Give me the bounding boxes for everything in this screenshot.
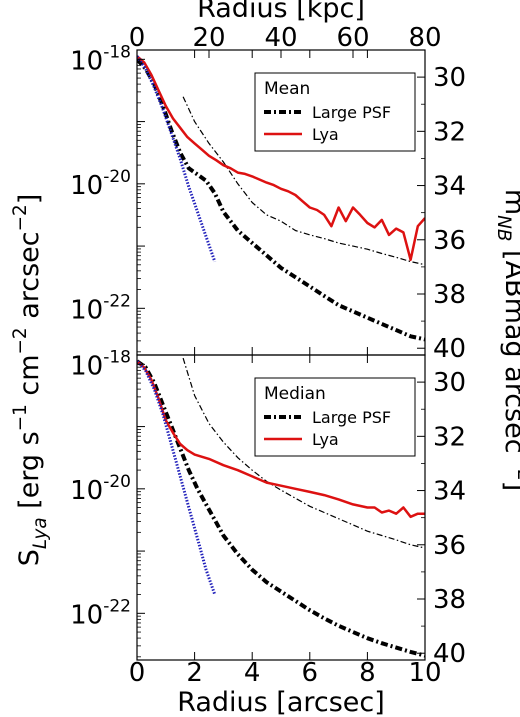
legend-title: Median <box>264 384 326 404</box>
series-line-large-psf <box>137 57 425 342</box>
label-fragment: m <box>499 189 520 215</box>
mag-tick-label: 38 <box>433 280 466 310</box>
mag-tick-label: 40 <box>433 639 466 669</box>
label-fragment: [erg s <box>14 431 45 517</box>
tick-base: 10 <box>70 600 103 630</box>
mag-tick-label: 34 <box>433 477 466 507</box>
mag-tick-label: 30 <box>433 368 466 398</box>
tick-exponent: -22 <box>103 291 131 311</box>
label-fragment: ] <box>14 194 45 205</box>
y-tick-label: 10-22 <box>70 596 131 630</box>
mag-tick-label: 38 <box>433 585 466 615</box>
legend-label: Large PSF <box>312 103 391 122</box>
series-line-dotted <box>137 55 217 263</box>
x-axis-title: Radius [arcsec] <box>177 687 385 717</box>
y-tick-label: 10-18 <box>70 347 131 381</box>
legend-title: Mean <box>264 79 310 99</box>
top-x-tick-label: 0 <box>129 23 146 53</box>
legend-label: Lya <box>312 125 339 144</box>
top-x-tick-label: 20 <box>192 23 225 53</box>
legend-label: Lya <box>312 430 339 449</box>
series-line-lya <box>137 360 425 519</box>
x-tick-label: 6 <box>302 658 319 688</box>
y-axis-right-title: mNB [ABmag arcsec−2] <box>493 189 520 491</box>
x-tick-label: 0 <box>129 658 146 688</box>
y-tick-label: 10-22 <box>70 291 131 325</box>
label-fragment: −1 <box>10 404 31 431</box>
label-fragment: −2 <box>10 204 31 231</box>
tick-base: 10 <box>70 351 103 381</box>
tick-base: 10 <box>70 46 103 76</box>
tick-exponent: -18 <box>103 347 131 367</box>
tick-exponent: -20 <box>103 167 131 187</box>
series-line-dashdot-thin <box>182 357 425 549</box>
tick-base: 10 <box>70 171 103 201</box>
mag-tick-label: 32 <box>433 422 466 452</box>
legend-label: Large PSF <box>312 408 391 427</box>
label-fragment: Lya <box>30 517 51 549</box>
series-line-lya <box>137 55 425 262</box>
series-line-dotted <box>137 360 217 596</box>
tick-exponent: -18 <box>103 42 131 62</box>
x-tick-label: 8 <box>359 658 376 688</box>
y-tick-label: 10-18 <box>70 42 131 76</box>
y-axis-left-title: SLya [erg s−1 cm−2 arcsec−2] <box>10 194 51 567</box>
label-fragment: S <box>14 549 45 566</box>
mag-tick-label: 36 <box>433 531 466 561</box>
tick-base: 10 <box>70 295 103 325</box>
mag-tick-label: 40 <box>433 334 466 364</box>
mag-tick-label: 34 <box>433 172 466 202</box>
top-x-tick-label: 40 <box>264 23 297 53</box>
y-tick-label: 10-20 <box>70 167 131 201</box>
tick-base: 10 <box>70 476 103 506</box>
tick-exponent: -22 <box>103 596 131 616</box>
label-fragment: −2 <box>513 454 520 481</box>
label-fragment: [ABmag arcsec <box>499 241 520 453</box>
label-fragment: −2 <box>10 327 31 354</box>
x-tick-label: 2 <box>186 658 203 688</box>
mag-tick-label: 36 <box>433 226 466 256</box>
label-fragment: NB <box>493 215 514 241</box>
top-x-tick-label: 60 <box>336 23 369 53</box>
x-tick-label: 10 <box>408 658 441 688</box>
top-x-tick-label: 80 <box>408 23 441 53</box>
top-x-axis-title: Radius [kpc] <box>197 0 365 24</box>
mag-tick-label: 30 <box>433 63 466 93</box>
mag-tick-label: 32 <box>433 117 466 147</box>
label-fragment: ] <box>499 481 520 492</box>
tick-exponent: -20 <box>103 472 131 492</box>
label-fragment: cm <box>14 354 45 404</box>
label-fragment: arcsec <box>14 231 45 327</box>
x-tick-label: 4 <box>244 658 261 688</box>
series-line-large-psf <box>137 359 425 658</box>
y-tick-label: 10-20 <box>70 472 131 506</box>
